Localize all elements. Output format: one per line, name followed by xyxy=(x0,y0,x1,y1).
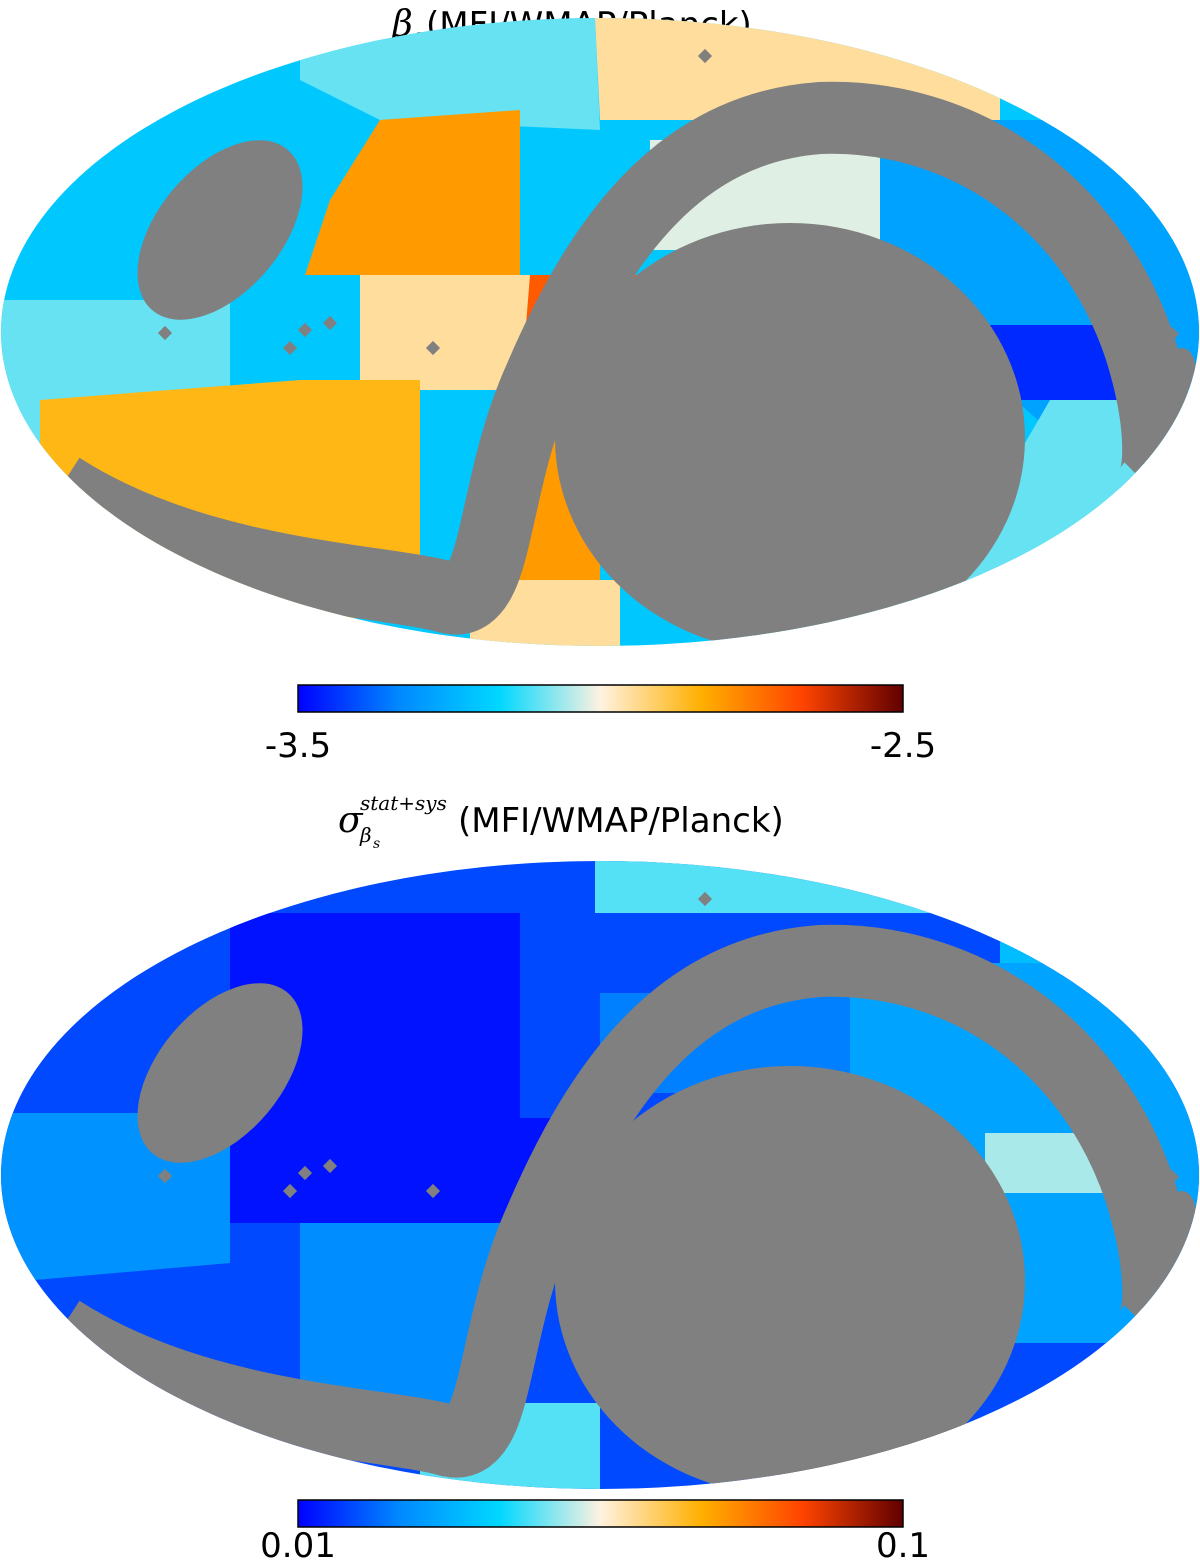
map-regions xyxy=(1,861,1199,1489)
title-text: (MFI/WMAP/Planck) xyxy=(458,801,784,841)
mask xyxy=(40,81,1195,635)
mask xyxy=(1168,348,1196,392)
region xyxy=(230,913,520,1223)
mask xyxy=(282,340,298,356)
region xyxy=(1000,861,1199,963)
region xyxy=(360,275,530,390)
colorbar-tick-label: 0.1 xyxy=(876,1526,930,1562)
mask xyxy=(425,340,441,356)
region xyxy=(305,110,520,275)
region xyxy=(595,861,1000,913)
region xyxy=(300,1223,500,1423)
region xyxy=(300,18,600,130)
colorbar-tick-label: 0.01 xyxy=(260,1526,336,1562)
mask xyxy=(322,315,338,331)
title-subscript: β xyxy=(359,823,372,847)
mask xyxy=(1164,326,1180,342)
mask xyxy=(137,983,303,1163)
map xyxy=(1,861,1199,1489)
mask xyxy=(697,48,713,64)
colorbar-tick-label: -3.5 xyxy=(265,726,331,766)
colorbar xyxy=(297,684,904,713)
mask xyxy=(137,140,303,320)
mask xyxy=(157,1168,173,1184)
colorbar xyxy=(297,1499,904,1528)
mask xyxy=(40,924,1195,1478)
colorbar-tick-label: -2.5 xyxy=(870,726,936,766)
title-superscript: stat+sys xyxy=(360,791,447,815)
mask xyxy=(322,1158,338,1174)
mask xyxy=(282,1183,298,1199)
mask xyxy=(425,1183,441,1199)
mask xyxy=(157,325,173,341)
mask xyxy=(297,1165,313,1181)
chart-title: σstat+sys βs (MFI/WMAP/Planck) xyxy=(338,791,784,852)
title-subsubscript: s xyxy=(373,836,380,852)
mask xyxy=(297,322,313,338)
mask xyxy=(697,891,713,907)
map xyxy=(1,18,1199,646)
map-regions xyxy=(1,18,1199,646)
mask xyxy=(1164,1169,1180,1185)
mask xyxy=(1168,1191,1196,1235)
mask xyxy=(555,223,1025,646)
region xyxy=(985,325,1135,400)
title-symbol: σ xyxy=(338,800,364,841)
mask xyxy=(555,1066,1025,1489)
